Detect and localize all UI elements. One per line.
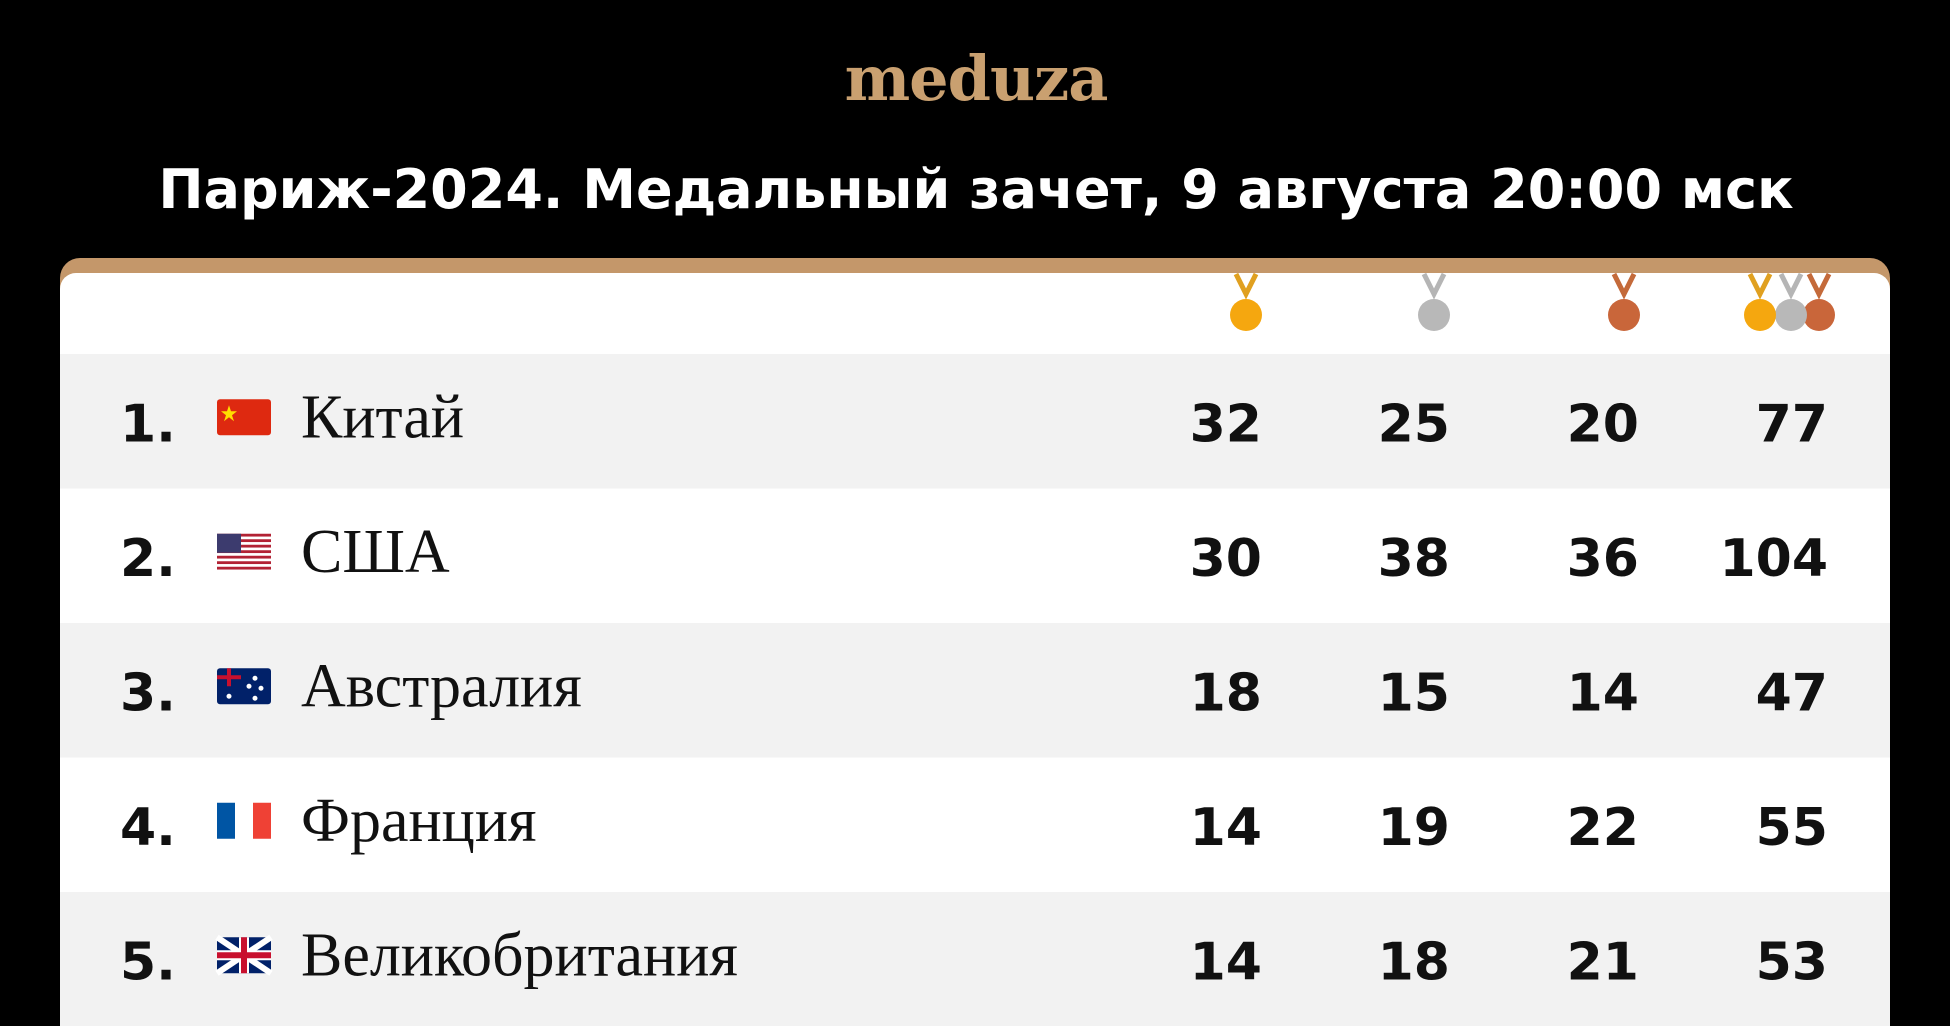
flag-stripe	[217, 555, 271, 559]
silver-count: 18	[1378, 932, 1450, 992]
flag-star	[246, 683, 252, 689]
flag-star	[226, 693, 232, 699]
flag-stripe	[217, 561, 271, 565]
bronze-count: 20	[1567, 394, 1639, 454]
flag-blue	[217, 802, 235, 839]
flag-stripe	[217, 539, 271, 543]
table: 1. Китай 32 25 20 77 2. США 30 38 36 104 3. Австралия…	[60, 354, 1890, 1026]
flag-star	[252, 695, 258, 701]
total-count: 53	[1756, 932, 1828, 992]
flag-field	[217, 668, 271, 705]
flag-field	[217, 399, 271, 436]
flag-star	[252, 675, 258, 681]
gold-count: 14	[1190, 932, 1262, 992]
bronze-count: 21	[1567, 932, 1639, 992]
flag-star	[258, 685, 264, 691]
silver-icon	[1418, 272, 1450, 331]
table-row: 4. Франция 14 19 22 55	[60, 757, 1890, 892]
bronze-icon	[1608, 272, 1640, 331]
flag-cross-red	[217, 952, 271, 959]
silver-count: 19	[1378, 798, 1450, 858]
row-background	[60, 892, 1890, 1026]
country-name: Австралия	[301, 652, 582, 720]
rank: 1.	[120, 394, 176, 454]
flag	[217, 668, 271, 705]
flag-stripe	[217, 550, 271, 554]
flag-cross	[217, 675, 241, 680]
flag-stripe	[217, 566, 271, 570]
bronze-count: 22	[1567, 798, 1639, 858]
rank: 3.	[120, 663, 176, 723]
gold-count: 30	[1190, 529, 1262, 589]
silver-count: 25	[1378, 394, 1450, 454]
rank: 5.	[120, 932, 176, 992]
total-count: 104	[1719, 529, 1828, 589]
silver-count: 38	[1378, 529, 1450, 589]
silver-count: 15	[1378, 663, 1450, 723]
flag	[217, 802, 271, 839]
row-background	[60, 488, 1890, 623]
gold-count: 32	[1190, 394, 1262, 454]
total-count: 77	[1756, 394, 1828, 454]
flag	[215, 934, 273, 976]
bronze-count: 14	[1567, 663, 1639, 723]
flag-stripe	[217, 544, 271, 548]
table-row: 5. Великобритания 14 18 21 53	[60, 892, 1890, 1026]
rank: 2.	[120, 529, 176, 589]
flag-star	[221, 405, 237, 422]
country-name: США	[301, 518, 450, 586]
title: Париж-2024. Медальный зачет, 9 августа 2…	[158, 158, 1793, 221]
flag	[217, 533, 271, 570]
gold-icon	[1230, 272, 1262, 331]
flag-stripe	[217, 533, 271, 537]
flag-canton	[217, 533, 241, 553]
logo: meduza	[845, 42, 1108, 115]
medal-header	[1230, 272, 1835, 331]
flag	[217, 399, 271, 436]
country-name: Китай	[301, 383, 464, 451]
total-icon	[1744, 272, 1835, 331]
country-name: Великобритания	[301, 921, 738, 989]
total-count: 55	[1756, 798, 1828, 858]
country-name: Франция	[301, 787, 537, 855]
total-count: 47	[1756, 663, 1828, 723]
rank: 4.	[120, 798, 176, 858]
table-row: 3. Австралия 18 15 14 47	[60, 623, 1890, 758]
table-row: 1. Китай 32 25 20 77	[60, 354, 1890, 489]
row-background	[60, 354, 1890, 489]
row-background	[60, 623, 1890, 758]
gold-count: 14	[1190, 798, 1262, 858]
flag-red	[253, 802, 271, 839]
gold-count: 18	[1190, 663, 1262, 723]
bronze-count: 36	[1567, 529, 1639, 589]
row-background	[60, 757, 1890, 892]
table-row: 2. США 30 38 36 104	[60, 488, 1890, 623]
